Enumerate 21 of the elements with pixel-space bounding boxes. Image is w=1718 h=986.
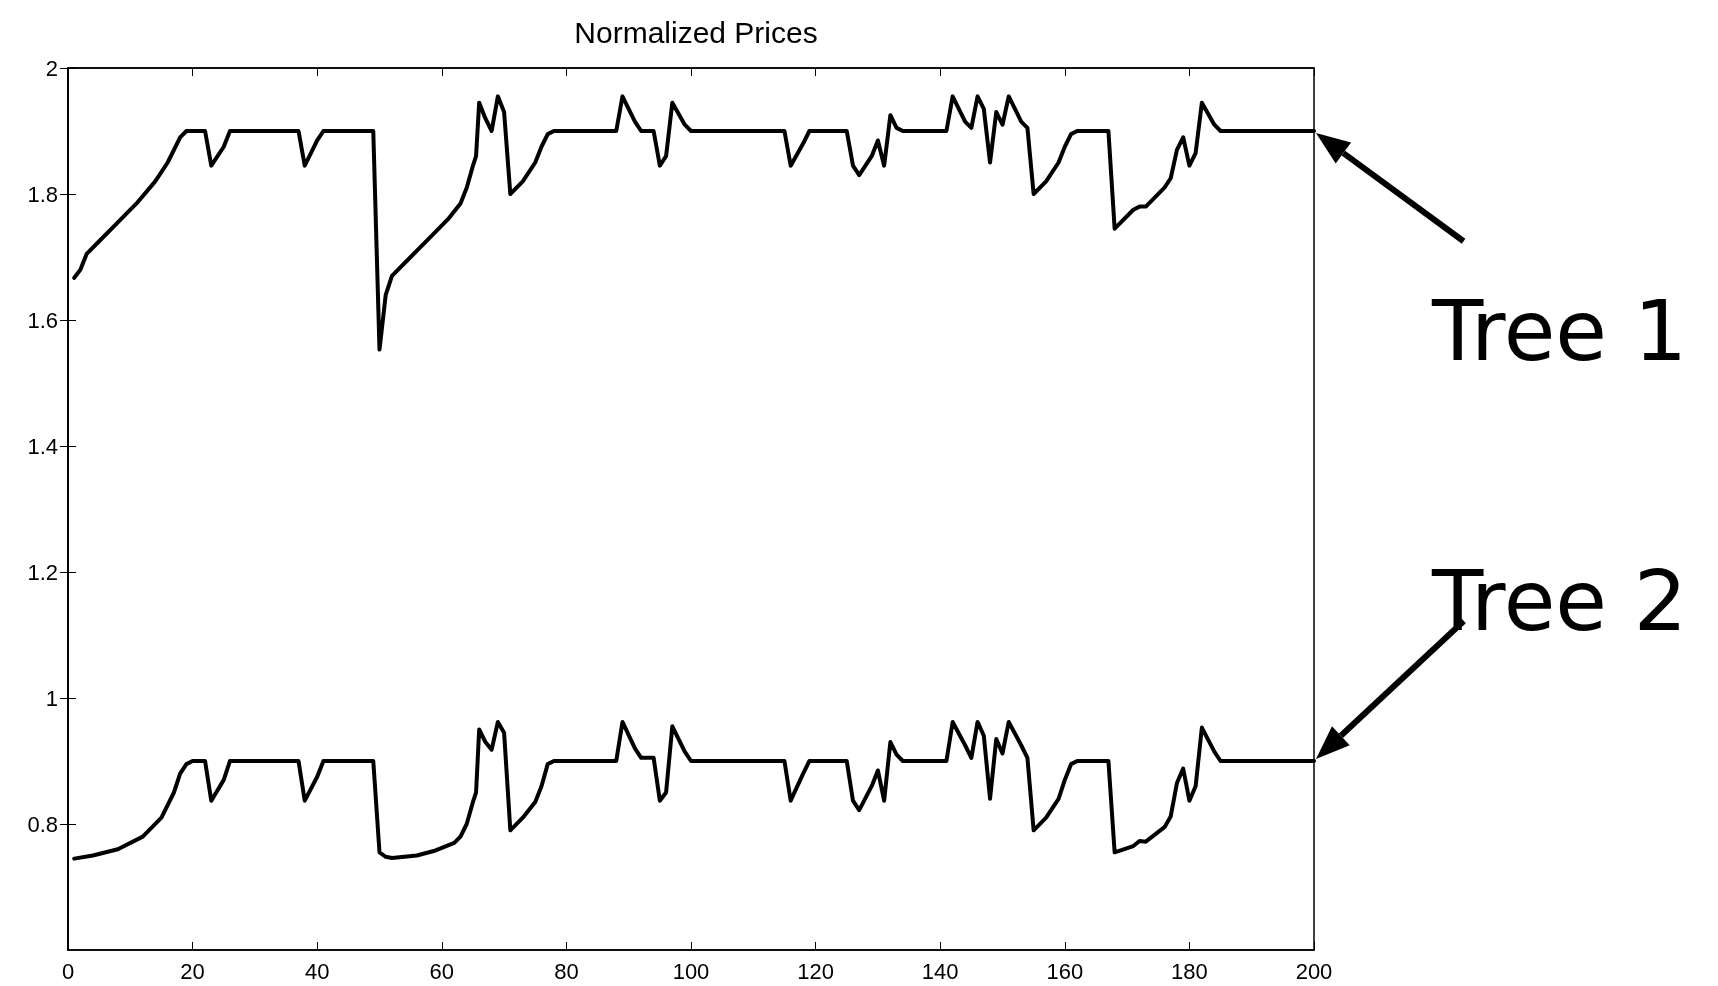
chart-title: Normalized Prices — [574, 15, 818, 49]
y-tick-label: 1.8 — [27, 181, 58, 207]
y-tick-label: 1.2 — [27, 559, 58, 585]
x-tick-label: 140 — [921, 958, 959, 984]
series-label: Tree 2 — [1431, 552, 1688, 650]
x-tick-label: 100 — [672, 958, 710, 984]
y-tick-label: 1.6 — [27, 307, 58, 333]
y-tick-label: 1.4 — [27, 433, 58, 459]
x-tick-label: 20 — [180, 958, 205, 984]
x-tick-label: 200 — [1295, 958, 1333, 984]
x-tick-label: 40 — [304, 958, 330, 984]
legend-label: Tree 1 — [1431, 282, 1688, 380]
x-tick-label: 0 — [61, 958, 75, 984]
y-tick-label: 1 — [45, 685, 58, 711]
x-tick-label: 120 — [797, 958, 834, 984]
x-tick-label: 80 — [554, 958, 579, 984]
y-tick-label: 2 — [45, 55, 58, 81]
x-tick-label: 160 — [1046, 958, 1084, 984]
y-tick-label: 0.8 — [27, 811, 58, 837]
x-tick-label: 60 — [429, 958, 455, 984]
x-tick-label: 180 — [1171, 958, 1208, 984]
